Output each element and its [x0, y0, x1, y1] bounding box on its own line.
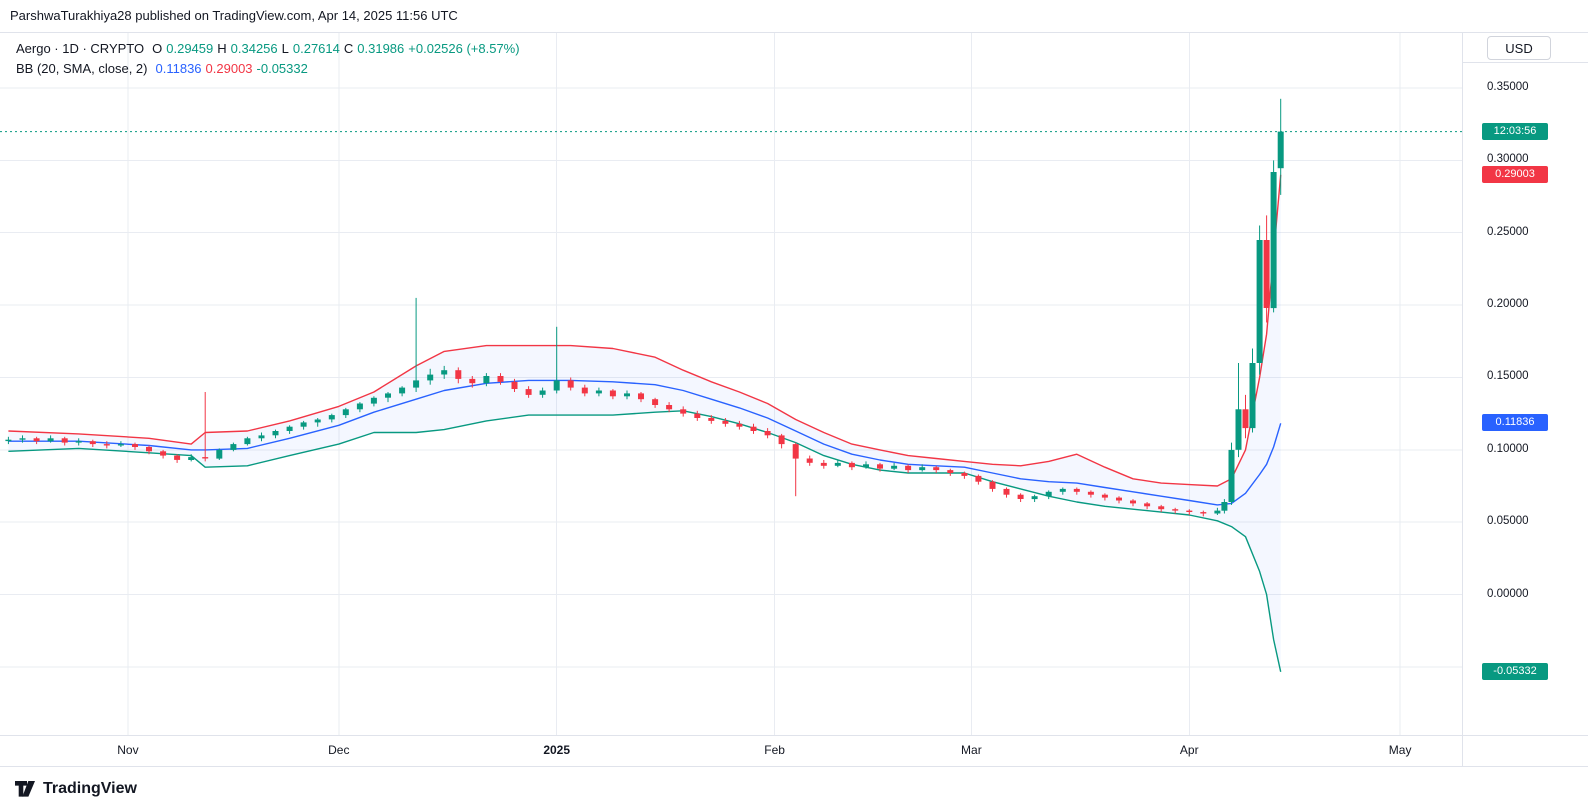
price-tick-label: 0.35000 [1487, 81, 1529, 93]
price-tick-label: 0.05000 [1487, 515, 1529, 528]
currency-usd-button[interactable]: USD [1487, 36, 1551, 60]
ohlc-label: L [281, 40, 289, 56]
ohlc-value: 0.27614 [292, 40, 340, 56]
bb-basis-badge: 0.11836 [1482, 414, 1548, 432]
price-tick-label: 0.30000 [1487, 153, 1529, 166]
countdown-badge: 12:03:56 [1482, 122, 1548, 140]
time-tick-label: Nov [117, 743, 139, 757]
price-tick-label: 0.10000 [1487, 442, 1529, 455]
price-axis[interactable]: 0.35000 0.30000 0.25000 0.20000 0.15000 0.100… [1462, 33, 1588, 735]
footer-bar: TradingView [0, 766, 1588, 810]
time-tick-label: Feb [764, 743, 785, 757]
indicator-value: 0.11836 [155, 60, 202, 76]
symbol-title[interactable]: Aergo · 1D · CRYPTO [16, 40, 145, 56]
tradingview-logo[interactable]: TradingView [14, 780, 137, 798]
time-tick-label: Dec [328, 743, 350, 757]
chart-pane[interactable]: Aergo · 1D · CRYPTO O 0.29459 H 0.34256 L 0.2… [0, 33, 1462, 735]
grid-lines [0, 33, 1462, 735]
bb-upper-badge: 0.29003 [1482, 165, 1548, 183]
symbol-legend-row: Aergo · 1D · CRYPTO O 0.29459 H 0.34256 L 0.2… [16, 38, 520, 58]
ohlc-label: H [217, 40, 227, 56]
price-tick-label: 0.15000 [1487, 370, 1529, 383]
axis-separator [1462, 33, 1463, 766]
change-value: +0.02526 (+8.57%) [408, 40, 520, 56]
time-tick-label: Mar [961, 743, 982, 757]
bb-upper-line [8, 174, 1282, 487]
time-tick-label: 2025 [543, 743, 571, 757]
time-axis[interactable]: Nov Dec 2025 Feb Mar Apr May [0, 735, 1588, 766]
bb-lower-badge: -0.05332 [1482, 662, 1548, 680]
price-tick-label: 0.00000 [1487, 587, 1529, 600]
ohlc-value: 0.34256 [230, 40, 278, 56]
bb-basis-line [8, 379, 1282, 506]
indicator-legend-row: BB (20, SMA, close, 2) 0.11836 0.29003 -0.… [16, 58, 520, 78]
bb-band-fill [8, 174, 1281, 672]
ohlc-value: 0.29459 [166, 40, 214, 56]
time-tick-label: May [1388, 743, 1412, 757]
candles [5, 98, 1284, 517]
ohlc-label: O [152, 40, 163, 56]
price-tick-label: 0.20000 [1487, 298, 1529, 311]
chart-legend: Aergo · 1D · CRYPTO O 0.29459 H 0.34256 L 0.2… [16, 38, 520, 78]
price-tick-label: 0.25000 [1487, 225, 1529, 238]
bb-lower-line [8, 410, 1282, 672]
time-tick-label: Apr [1179, 743, 1199, 757]
indicator-value: 0.29003 [205, 60, 253, 76]
currency-row: USD [1462, 33, 1588, 63]
tradingview-logo-text: TradingView [43, 779, 137, 797]
tradingview-logo-icon [15, 780, 35, 797]
ohlc-values: O 0.29459 H 0.34256 L 0.27614 C 0.31986 +0.02526… [152, 41, 519, 56]
publish-info: ParshwaTurakhiya28 published on TradingV… [10, 8, 458, 23]
indicator-title[interactable]: BB (20, SMA, close, 2) [16, 60, 148, 76]
price-chart-canvas[interactable] [0, 33, 1462, 735]
ohlc-label: C [343, 40, 354, 56]
indicator-value: -0.05332 [256, 60, 308, 76]
ohlc-value: 0.31986 [357, 40, 405, 56]
price-scale[interactable]: 0.35000 0.30000 0.25000 0.20000 0.15000 0.100… [1462, 33, 1588, 735]
publish-info-bar: ParshwaTurakhiya28 published on TradingV… [0, 0, 1588, 33]
indicator-values: 0.11836 0.29003 -0.05332 [156, 61, 308, 76]
